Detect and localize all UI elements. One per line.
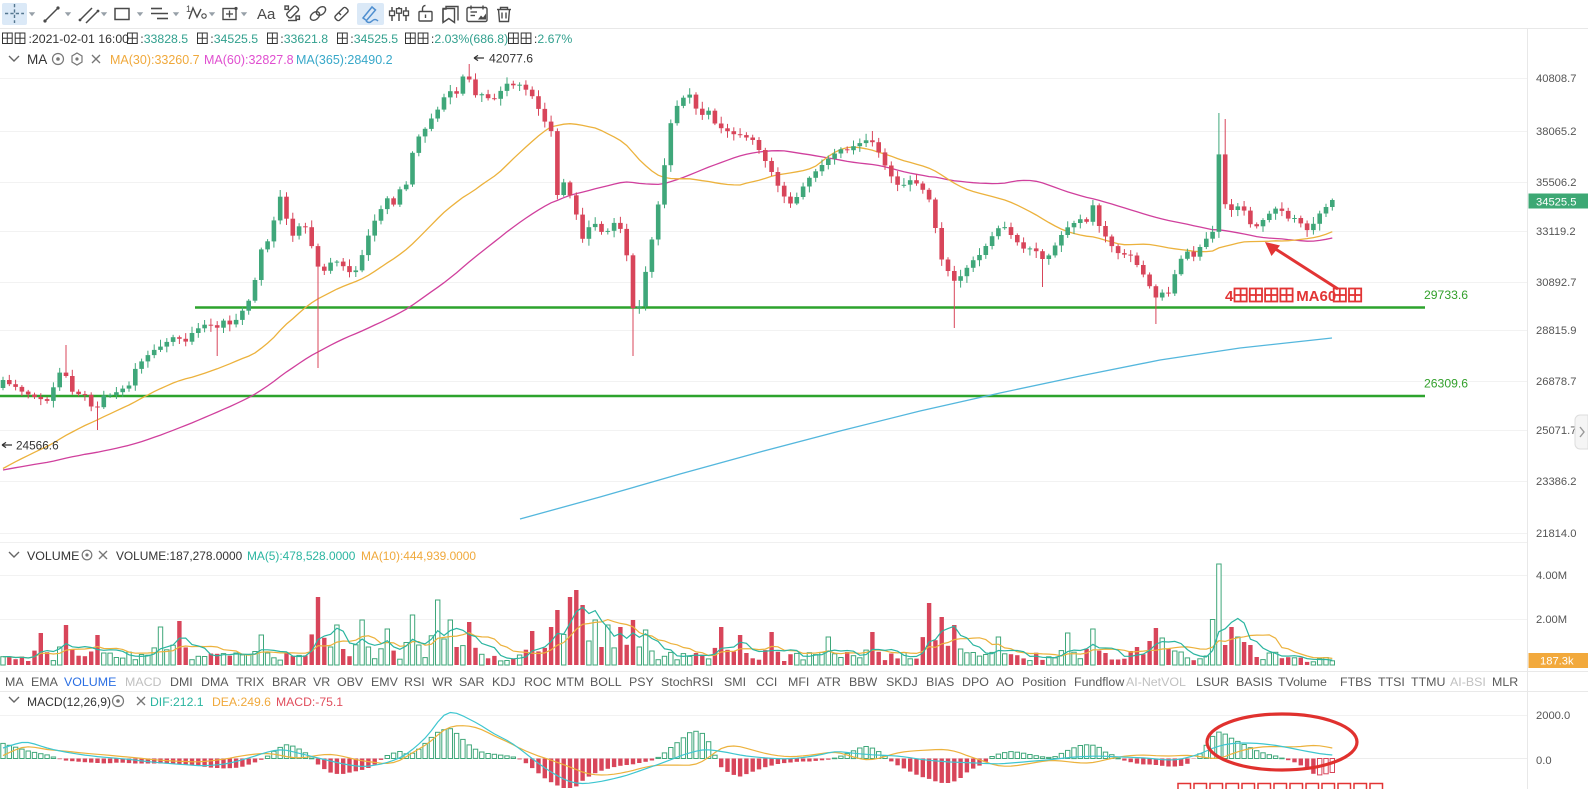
svg-text:42077.6: 42077.6	[489, 52, 533, 66]
svg-text:30892.7: 30892.7	[1536, 277, 1576, 289]
svg-text:28815.9: 28815.9	[1536, 325, 1576, 337]
svg-text:RSI: RSI	[404, 675, 425, 689]
svg-text:DMA: DMA	[201, 675, 229, 689]
svg-text:25071.7: 25071.7	[1536, 425, 1576, 437]
svg-text:4.00M: 4.00M	[1536, 570, 1567, 582]
svg-text:AO: AO	[996, 675, 1014, 689]
svg-text:187.3k: 187.3k	[1540, 656, 1574, 668]
svg-text:BASIS: BASIS	[1236, 675, 1273, 689]
svg-text:FTBS: FTBS	[1340, 675, 1372, 689]
svg-text:AI-BSI: AI-BSI	[1450, 675, 1486, 689]
svg-text:2.67%: 2.67%	[537, 32, 572, 46]
svg-text:38065.2: 38065.2	[1536, 126, 1576, 138]
svg-text:MA(5):478,528.0000: MA(5):478,528.0000	[247, 549, 356, 563]
svg-text:SAR: SAR	[459, 675, 485, 689]
svg-text:LSUR: LSUR	[1196, 675, 1229, 689]
svg-text::: :	[140, 32, 143, 46]
svg-text:AI-NetVOL: AI-NetVOL	[1126, 675, 1186, 689]
svg-text:TVolume: TVolume	[1278, 675, 1327, 689]
svg-text:DPO: DPO	[962, 675, 989, 689]
svg-text:VOLUME:187,278.0000: VOLUME:187,278.0000	[116, 549, 243, 563]
svg-text::: :	[210, 32, 213, 46]
svg-text:21814.0: 21814.0	[1536, 528, 1576, 540]
svg-text:MA(60):32827.8: MA(60):32827.8	[204, 53, 294, 67]
svg-text:0.0: 0.0	[1536, 755, 1552, 767]
svg-text:BIAS: BIAS	[926, 675, 954, 689]
svg-text:CCI: CCI	[756, 675, 777, 689]
svg-text::: :	[534, 32, 537, 46]
svg-text:PSY: PSY	[629, 675, 654, 689]
svg-text::: :	[280, 32, 283, 46]
svg-text:29733.6: 29733.6	[1424, 288, 1468, 302]
svg-text:BOLL: BOLL	[590, 675, 622, 689]
svg-text:MACD(12,26,9): MACD(12,26,9)	[27, 695, 111, 709]
svg-text:4: 4	[1225, 288, 1234, 305]
svg-text:VOLUME: VOLUME	[64, 675, 116, 689]
svg-text:MLR: MLR	[1492, 675, 1518, 689]
svg-text:33621.8: 33621.8	[284, 32, 329, 46]
svg-text:VOLUME: VOLUME	[27, 549, 79, 563]
svg-text:TTMU: TTMU	[1411, 675, 1445, 689]
svg-text:BRAR: BRAR	[272, 675, 306, 689]
svg-text:EMV: EMV	[371, 675, 399, 689]
svg-text:TTSI: TTSI	[1378, 675, 1405, 689]
svg-text:MA: MA	[27, 52, 47, 67]
svg-text::: :	[350, 32, 353, 46]
svg-text:MA: MA	[5, 675, 24, 689]
svg-text:StochRSI: StochRSI	[661, 675, 713, 689]
svg-text:33119.2: 33119.2	[1536, 226, 1576, 238]
svg-text:DIF:212.1: DIF:212.1	[150, 695, 204, 709]
svg-text:34525.5: 34525.5	[1536, 197, 1576, 209]
svg-text:TRIX: TRIX	[236, 675, 264, 689]
svg-text:DMI: DMI	[170, 675, 193, 689]
svg-text:2.03%(686.8): 2.03%(686.8)	[434, 32, 508, 46]
svg-text:26309.6: 26309.6	[1424, 377, 1468, 391]
svg-text:23386.2: 23386.2	[1536, 476, 1576, 488]
svg-text:DEA:249.6: DEA:249.6	[212, 695, 271, 709]
svg-text:34525.5: 34525.5	[354, 32, 399, 46]
svg-text:Position: Position	[1022, 675, 1066, 689]
svg-text:40808.7: 40808.7	[1536, 73, 1576, 85]
svg-text:33828.5: 33828.5	[144, 32, 189, 46]
svg-text:MACD: MACD	[125, 675, 162, 689]
svg-text:EMA: EMA	[31, 675, 59, 689]
svg-text:MA60: MA60	[1296, 288, 1336, 305]
svg-text:ROC: ROC	[524, 675, 552, 689]
svg-text:KDJ: KDJ	[492, 675, 515, 689]
svg-text:26878.7: 26878.7	[1536, 376, 1576, 388]
svg-text::2021-02-01 16:00: :2021-02-01 16:00	[29, 32, 130, 46]
svg-text:OBV: OBV	[337, 675, 364, 689]
svg-text:2.00M: 2.00M	[1536, 614, 1567, 626]
svg-text:34525.5: 34525.5	[214, 32, 259, 46]
svg-text:MFI: MFI	[788, 675, 809, 689]
svg-text:SKDJ: SKDJ	[886, 675, 918, 689]
svg-text::: :	[431, 32, 434, 46]
svg-text:MA(365):28490.2: MA(365):28490.2	[296, 53, 393, 67]
svg-text:MA(30):33260.7: MA(30):33260.7	[110, 53, 200, 67]
svg-text:MTM: MTM	[556, 675, 584, 689]
svg-text:Fundflow: Fundflow	[1074, 675, 1124, 689]
svg-text:SMI: SMI	[724, 675, 746, 689]
svg-text:MACD:-75.1: MACD:-75.1	[276, 695, 343, 709]
svg-text:24566.6: 24566.6	[16, 439, 59, 453]
svg-text:1: 1	[186, 4, 191, 14]
svg-text:VR: VR	[313, 675, 330, 689]
svg-text:Aa: Aa	[257, 6, 276, 23]
svg-text:ATR: ATR	[817, 675, 841, 689]
svg-text:2000.0: 2000.0	[1536, 710, 1570, 722]
svg-text:MA(10):444,939.0000: MA(10):444,939.0000	[361, 549, 476, 563]
svg-text:35506.2: 35506.2	[1536, 177, 1576, 189]
svg-text:WR: WR	[432, 675, 453, 689]
svg-text:BBW: BBW	[849, 675, 878, 689]
